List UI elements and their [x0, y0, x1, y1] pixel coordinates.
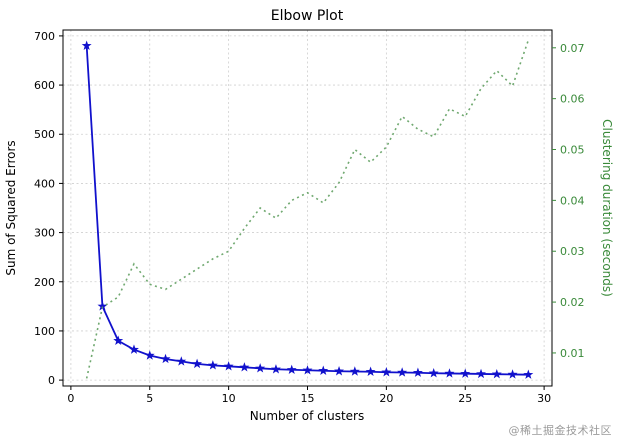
x-tick-label: 20 [379, 392, 393, 405]
left-y-tick-label: 100 [34, 325, 55, 338]
x-axis-label: Number of clusters [250, 409, 364, 423]
right-y-axis-label: Clustering duration (seconds) [600, 119, 614, 297]
sse-star-marker [129, 344, 139, 354]
sse-star-marker [113, 335, 124, 345]
x-tick-label: 15 [301, 392, 315, 405]
sse-star-marker [444, 368, 455, 378]
sse-star-marker [144, 350, 155, 360]
grid-lines [63, 30, 552, 386]
right-y-tick-label: 0.05 [560, 144, 585, 157]
series-layer [81, 39, 534, 379]
sse-star-marker [476, 368, 486, 379]
right-y-tick-label: 0.06 [560, 93, 585, 106]
sse-star-marker [192, 358, 203, 369]
x-tick-label: 0 [67, 392, 74, 405]
right-y-tick-label: 0.04 [560, 194, 585, 207]
sse-star-marker [223, 361, 234, 371]
left-y-tick-label: 200 [34, 276, 55, 289]
x-tick-label: 10 [222, 392, 236, 405]
x-tick-label: 25 [458, 392, 472, 405]
left-y-tick-label: 700 [34, 30, 55, 43]
sse-star-marker [318, 365, 329, 375]
watermark: @稀土掘金技术社区 [508, 424, 612, 437]
left-y-tick-label: 600 [34, 79, 55, 92]
sse-star-marker [97, 301, 108, 311]
left-y-axis-label: Sum of Squared Errors [4, 140, 18, 275]
sse-star-marker [286, 364, 297, 374]
tick-labels-layer: 0 5 10 15 20 25 3001002003004005006007000.010.… [34, 30, 585, 405]
sse-star-marker [349, 366, 360, 376]
sse-star-marker [334, 366, 344, 376]
sse-star-marker [507, 369, 518, 379]
sse-star-marker [255, 363, 266, 373]
x-tick-label: 30 [537, 392, 551, 405]
sse-star-marker [491, 369, 502, 379]
sse-star-marker [365, 366, 376, 376]
left-y-tick-label: 0 [48, 374, 55, 387]
right-y-tick-label: 0.01 [560, 347, 585, 360]
sse-star-marker [412, 367, 423, 377]
x-tick-label: 5 [146, 392, 153, 405]
sse-star-marker [428, 368, 439, 378]
right-y-tick-label: 0.07 [560, 42, 585, 55]
sse-star-marker [460, 368, 471, 378]
sse-star-marker [381, 367, 392, 377]
left-y-tick-label: 400 [34, 177, 55, 190]
sse-star-marker [160, 353, 171, 364]
sse-star-marker [207, 360, 218, 370]
sse-star-marker [302, 365, 313, 375]
sse-star-marker [239, 362, 250, 372]
right-y-tick-label: 0.02 [560, 296, 585, 309]
sse-star-marker [81, 40, 92, 50]
right-y-tick-label: 0.03 [560, 245, 585, 258]
sse-star-marker [523, 369, 534, 379]
sse-star-marker [271, 364, 281, 374]
sse-star-marker [176, 356, 187, 366]
axes-layer [59, 29, 556, 390]
left-y-tick-label: 300 [34, 227, 55, 240]
sse-star-marker [397, 367, 408, 377]
chart-title: Elbow Plot [271, 8, 344, 24]
left-y-tick-label: 500 [34, 128, 55, 141]
duration-line [85, 39, 530, 379]
